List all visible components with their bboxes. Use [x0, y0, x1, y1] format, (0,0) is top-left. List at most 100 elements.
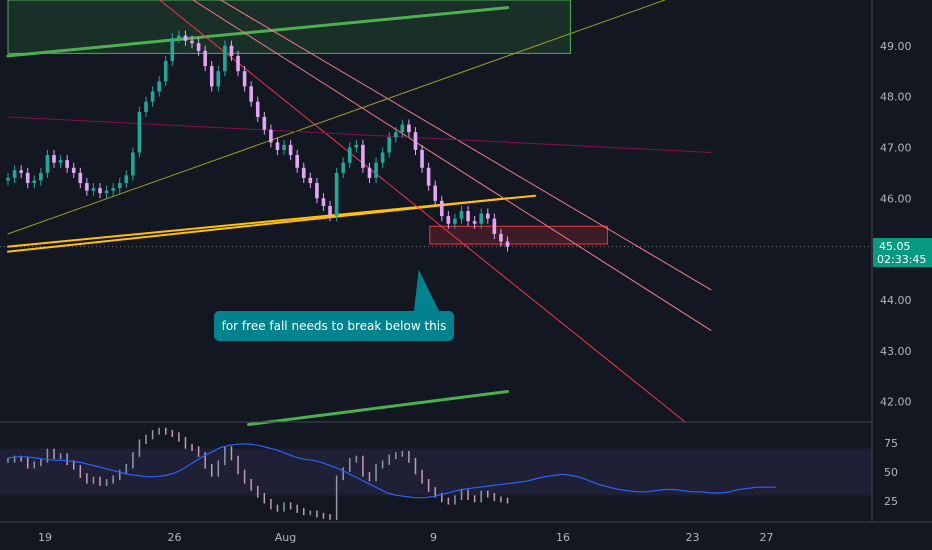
- candle: [137, 111, 142, 153]
- candle: [255, 101, 260, 117]
- time-axis[interactable]: 19 26 Aug 9 16 23 27: [38, 531, 774, 544]
- oscillator-pane[interactable]: [0, 427, 872, 520]
- candle: [400, 124, 405, 133]
- candle: [485, 213, 490, 219]
- candle: [466, 211, 470, 222]
- candle: [111, 188, 115, 191]
- yellow-trend-2[interactable]: [7, 197, 509, 253]
- candle: [196, 43, 201, 51]
- candle: [295, 155, 299, 168]
- time-tick-label: 26: [168, 531, 182, 544]
- candle: [242, 71, 247, 87]
- candle: [479, 213, 484, 224]
- candle: [183, 35, 188, 41]
- last-price-tag-bg: [873, 238, 932, 267]
- candle: [308, 177, 313, 184]
- time-tick-label: 19: [38, 531, 52, 544]
- candle: [439, 200, 444, 217]
- candle: [177, 35, 181, 39]
- candle: [367, 167, 372, 178]
- time-tick-label: 9: [430, 531, 437, 544]
- price-tick-label: 43.00: [880, 345, 912, 358]
- candle: [163, 61, 168, 82]
- candle: [354, 144, 359, 148]
- price-tick-label: 42.00: [880, 396, 912, 409]
- resistance-zone[interactable]: [7, 0, 571, 54]
- candle: [12, 170, 17, 178]
- time-tick-label: 23: [686, 531, 700, 544]
- candle: [25, 172, 30, 184]
- red-channel-2[interactable]: [192, 0, 712, 331]
- candle: [387, 137, 392, 153]
- candle: [269, 129, 273, 143]
- candle: [459, 211, 464, 219]
- candle: [472, 221, 477, 224]
- candle: [6, 177, 10, 181]
- red-channel-1[interactable]: [159, 0, 686, 423]
- candle: [262, 116, 267, 130]
- candle: [144, 101, 148, 112]
- time-tick-label: Aug: [275, 531, 296, 544]
- main-price-pane[interactable]: [0, 0, 872, 427]
- candle: [315, 183, 319, 199]
- candle: [124, 175, 129, 184]
- candle: [65, 160, 69, 168]
- candle: [288, 144, 293, 156]
- red-channel-3[interactable]: [220, 0, 712, 291]
- candle: [321, 198, 326, 206]
- candle: [190, 40, 194, 44]
- candle: [275, 142, 280, 150]
- candle: [58, 160, 63, 163]
- price-tick-label: 46.00: [880, 192, 912, 205]
- last-price-tag: 45.05 02:33:45: [873, 238, 932, 267]
- price-tick-label: 49.00: [880, 40, 912, 53]
- top-green-trend[interactable]: [6, 6, 509, 58]
- oscillator-signal-line: [7, 443, 776, 499]
- maroon-trend[interactable]: [7, 116, 712, 154]
- candle: [374, 162, 378, 178]
- candle: [150, 91, 155, 102]
- callout-annotation[interactable]: for free fall needs to break below this: [214, 269, 454, 341]
- candle: [19, 170, 23, 173]
- candle: [505, 241, 510, 247]
- candle: [98, 188, 102, 194]
- candle: [71, 167, 76, 173]
- candle: [170, 38, 175, 62]
- olive-trend[interactable]: [7, 0, 666, 235]
- oscillator-tick-label: 50: [884, 466, 898, 479]
- oscillator-tick-label: 75: [884, 437, 898, 450]
- callout-box[interactable]: [214, 311, 454, 341]
- candle: [433, 185, 438, 201]
- oscillator-tick-label: 25: [884, 495, 898, 508]
- candle: [446, 216, 451, 224]
- candle: [236, 55, 240, 72]
- candle: [361, 144, 365, 168]
- candle: [32, 180, 37, 184]
- candle: [104, 190, 109, 194]
- oscillator-band: [0, 448, 872, 496]
- candle: [85, 183, 89, 191]
- candle: [334, 172, 339, 217]
- candle: [203, 50, 207, 67]
- candle: [380, 152, 385, 163]
- support-zone[interactable]: [429, 225, 608, 245]
- oscillator-axis[interactable]: 75 50 25: [884, 437, 898, 508]
- candle: [492, 218, 497, 234]
- time-tick-label: 27: [760, 531, 774, 544]
- callout-pointer: [414, 269, 439, 311]
- candle: [407, 124, 411, 133]
- price-tick-label: 44.00: [880, 294, 912, 307]
- candle: [282, 144, 286, 150]
- candle: [216, 71, 221, 87]
- candle: [328, 205, 332, 217]
- bottom-green-trend[interactable]: [247, 389, 509, 427]
- candle: [229, 45, 234, 56]
- candle: [393, 132, 398, 138]
- candle: [157, 81, 161, 92]
- candle: [78, 172, 83, 184]
- candle: [420, 149, 424, 168]
- time-tick-label: 16: [556, 531, 570, 544]
- candle: [426, 167, 431, 186]
